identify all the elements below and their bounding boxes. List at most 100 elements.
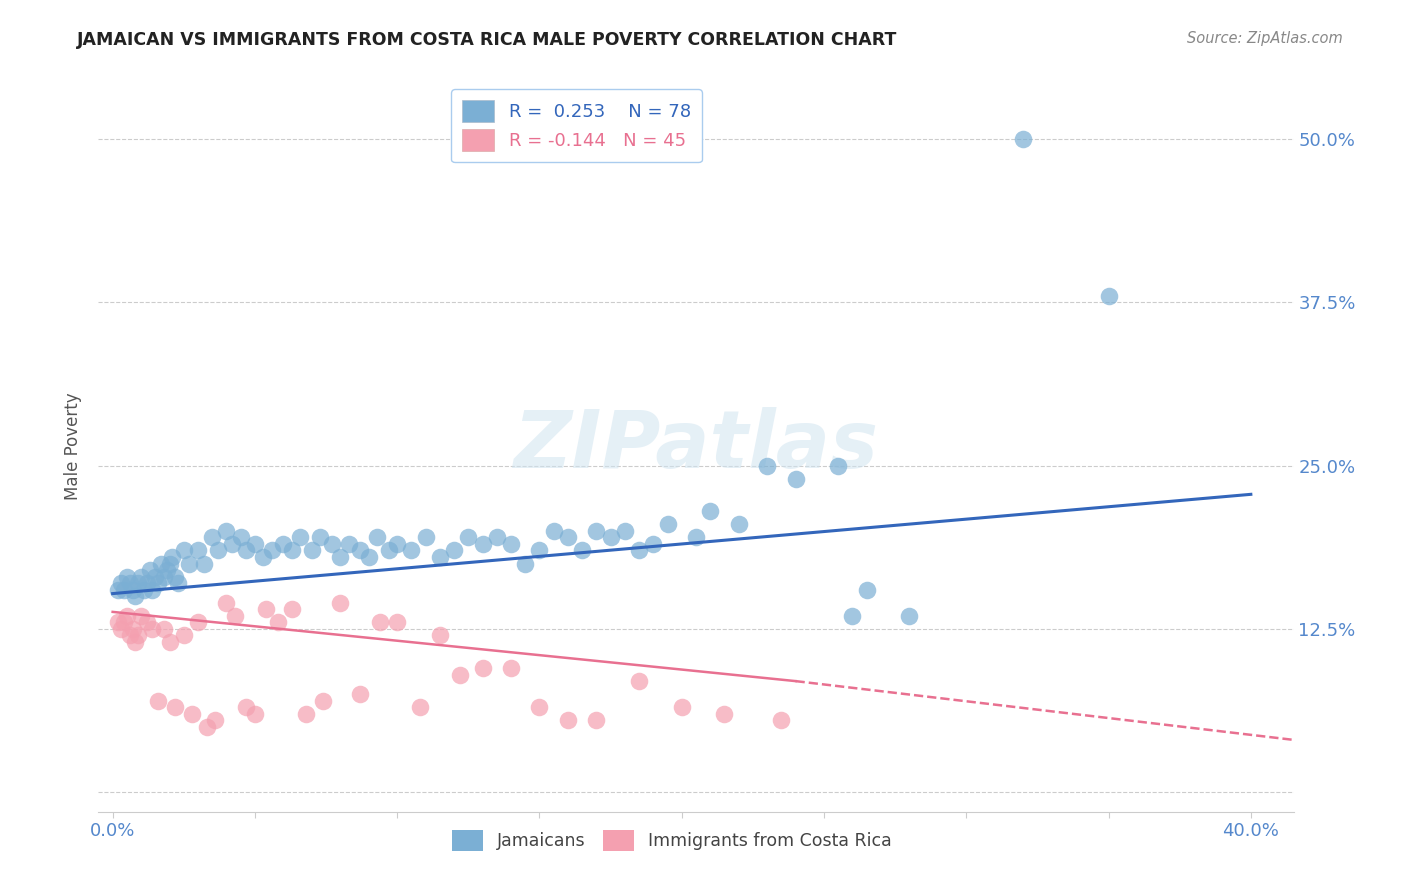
Point [107,615,129,630]
Point [377,543,399,558]
Point [628,543,651,558]
Point [281,543,304,558]
Point [195,720,218,734]
Point [121,622,143,636]
Point [357,549,380,564]
Point [267,615,290,630]
Point [628,674,651,689]
Point [121,582,143,597]
Point [855,582,877,597]
Point [181,706,204,721]
Point [699,504,721,518]
Point [143,569,166,583]
Point [127,576,149,591]
Point [613,524,636,538]
Point [173,628,195,642]
Point [224,608,246,623]
Point [141,582,163,597]
Point [132,582,155,597]
Point [112,615,135,630]
Point [385,615,409,630]
Point [1012,132,1035,146]
Point [254,602,277,616]
Point [135,615,157,630]
Point [187,543,209,558]
Point [827,458,849,473]
Point [385,537,409,551]
Point [443,543,465,558]
Point [187,615,209,630]
Point [368,615,391,630]
Point [301,543,323,558]
Point [671,700,693,714]
Point [124,589,146,603]
Point [429,628,451,642]
Point [281,602,304,616]
Point [366,530,388,544]
Point [499,537,522,551]
Point [243,706,266,721]
Point [529,543,551,558]
Point [321,537,343,551]
Point [229,530,252,544]
Point [585,714,607,728]
Point [785,472,807,486]
Point [179,557,201,571]
Point [150,557,173,571]
Point [457,530,479,544]
Point [449,667,471,681]
Point [515,557,537,571]
Point [129,608,152,623]
Point [295,706,318,721]
Point [207,543,229,558]
Point [112,582,135,597]
Point [409,700,432,714]
Point [337,537,360,551]
Point [770,714,793,728]
Point [173,543,195,558]
Point [471,537,494,551]
Point [260,543,283,558]
Point [153,622,176,636]
Point [329,549,352,564]
Point [657,517,679,532]
Point [1097,289,1119,303]
Point [118,628,141,642]
Point [309,530,332,544]
Point [129,569,152,583]
Point [201,530,224,544]
Point [221,537,243,551]
Point [193,557,215,571]
Point [471,661,494,675]
Point [727,517,749,532]
Point [124,635,146,649]
Point [235,700,257,714]
Point [118,576,141,591]
Point [571,543,593,558]
Text: Source: ZipAtlas.com: Source: ZipAtlas.com [1187,31,1343,46]
Point [485,530,508,544]
Point [148,576,170,591]
Point [252,549,274,564]
Point [585,524,607,538]
Point [415,530,437,544]
Point [643,537,665,551]
Point [713,706,735,721]
Point [115,608,138,623]
Point [135,576,157,591]
Point [429,549,451,564]
Point [898,608,921,623]
Point [273,537,295,551]
Point [349,543,371,558]
Point [110,622,132,636]
Point [543,524,565,538]
Point [557,714,579,728]
Point [529,700,551,714]
Point [290,530,312,544]
Point [329,596,352,610]
Point [243,537,266,551]
Point [153,569,176,583]
Point [685,530,707,544]
Point [165,569,187,583]
Point [165,700,187,714]
